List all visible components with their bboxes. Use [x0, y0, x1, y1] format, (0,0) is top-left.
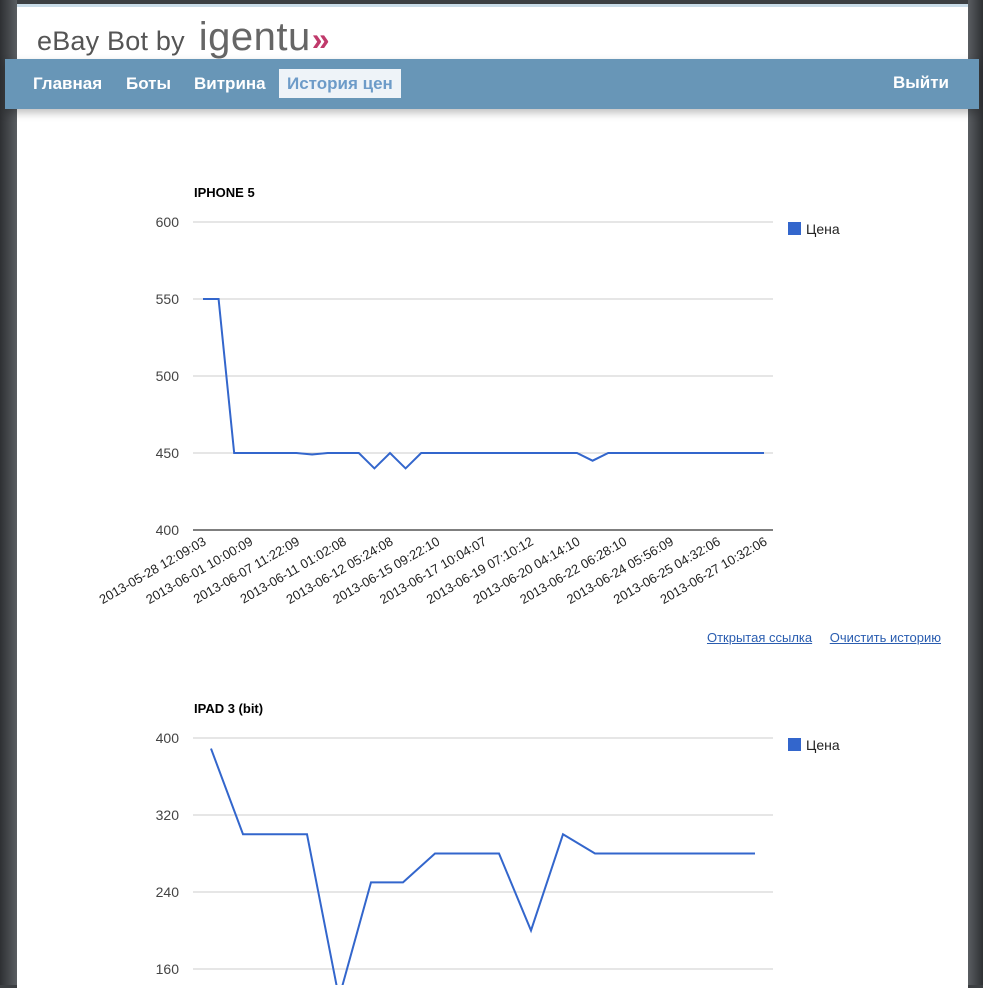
- svg-text:400: 400: [156, 730, 180, 746]
- chart-title: IPHONE 5: [194, 185, 255, 200]
- nav-item-showcase[interactable]: Витрина: [194, 74, 266, 93]
- logo-arrows-icon: »: [311, 21, 330, 57]
- header: eBay Bot by igentu »: [17, 7, 968, 60]
- nav-item-bots[interactable]: Боты: [126, 74, 172, 93]
- svg-text:Цена: Цена: [806, 737, 840, 753]
- logo-text: eBay Bot by: [37, 26, 185, 56]
- svg-text:550: 550: [156, 291, 180, 307]
- main-nav: Главная Боты Витрина История цен Выйти: [5, 59, 979, 109]
- legend-swatch-icon: [788, 222, 801, 235]
- background-left: [0, 0, 17, 985]
- price-line: [210, 748, 755, 985]
- page-container: eBay Bot by igentu » 400 450 500 550 600 Цена…: [17, 4, 968, 988]
- chart-links: Открытая ссылка Очистить историю: [693, 630, 941, 645]
- svg-text:240: 240: [156, 884, 180, 900]
- svg-text:600: 600: [156, 214, 180, 230]
- logout-button[interactable]: Выйти: [892, 73, 949, 92]
- legend-swatch-icon: [788, 738, 801, 751]
- svg-text:Цена: Цена: [806, 221, 840, 237]
- price-line: [203, 298, 764, 470]
- background-right: [968, 0, 983, 985]
- nav-item-home[interactable]: Главная: [33, 74, 103, 93]
- svg-text:400: 400: [156, 522, 180, 538]
- chart-title: IPAD 3 (bit): [194, 701, 264, 716]
- logo[interactable]: eBay Bot by igentu »: [37, 15, 330, 60]
- nav-item-price-history[interactable]: История цен: [279, 69, 401, 98]
- clear-history-link[interactable]: Очистить историю: [829, 630, 941, 645]
- svg-text:320: 320: [156, 807, 180, 823]
- logo-brand: igentu: [198, 15, 311, 59]
- chart-svg: 160 240 320 400 Цена: [156, 730, 840, 985]
- svg-text:450: 450: [156, 445, 180, 461]
- open-link[interactable]: Открытая ссылка: [706, 630, 813, 645]
- svg-text:500: 500: [156, 368, 180, 384]
- svg-text:160: 160: [156, 961, 180, 977]
